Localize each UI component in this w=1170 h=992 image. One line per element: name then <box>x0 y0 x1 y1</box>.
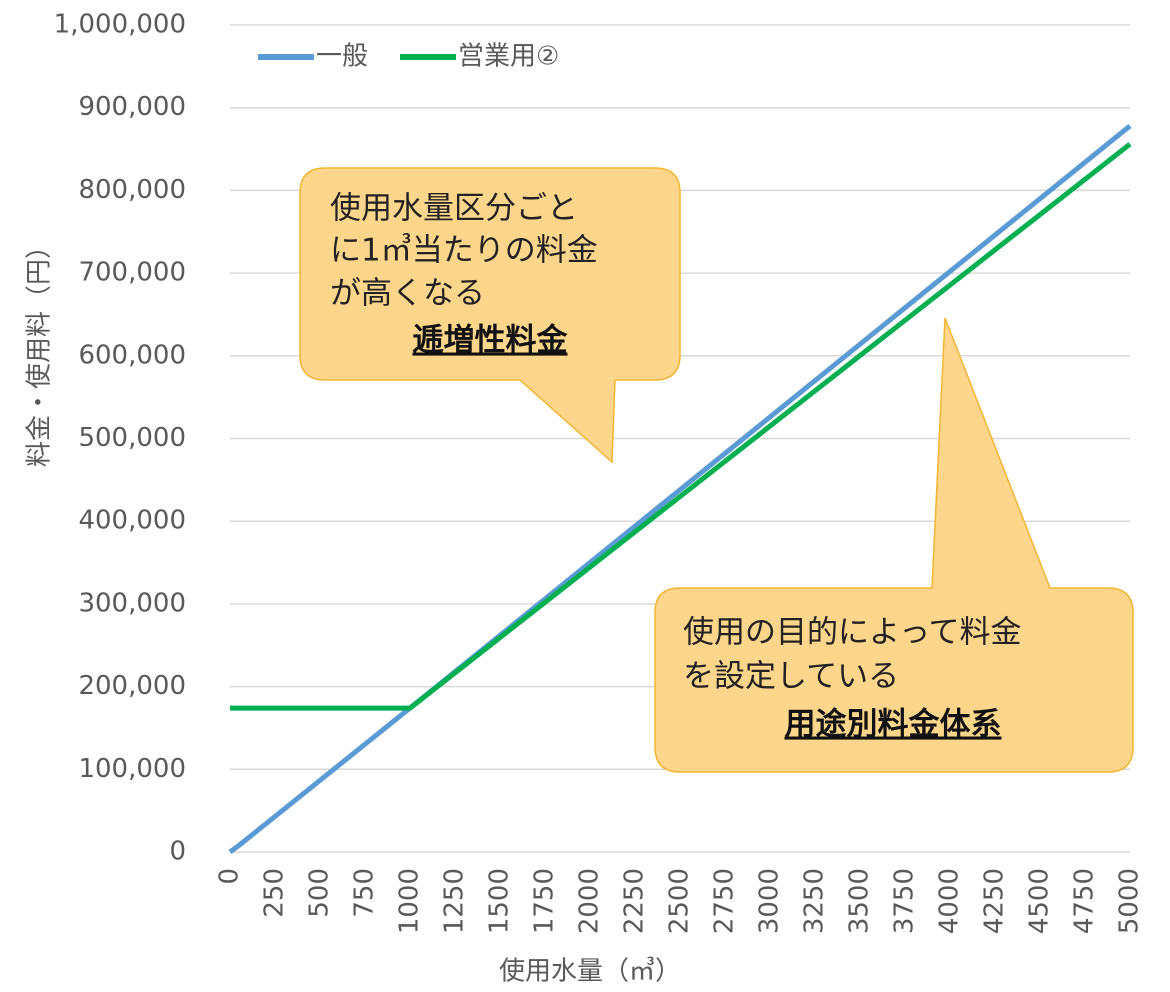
x-tick-label: 3250 <box>800 868 830 934</box>
y-tick-label: 200,000 <box>78 671 186 701</box>
x-axis-title: 使用水量（㎥） <box>499 957 681 987</box>
x-tick-label: 250 <box>260 868 290 918</box>
y-tick-label: 600,000 <box>78 340 186 370</box>
x-tick-label: 2500 <box>665 868 695 934</box>
x-tick-label: 2250 <box>620 868 650 934</box>
callout <box>299 167 681 464</box>
x-tick-label: 2000 <box>575 868 605 934</box>
annotation-emphasis: 用途別料金体系 <box>785 707 1002 743</box>
y-tick-label: 1,000,000 <box>54 10 186 40</box>
legend-label: 営業用② <box>458 42 559 72</box>
annotation-text: 使用水量区分ごと <box>330 191 578 227</box>
x-tick-label: 1500 <box>485 868 515 934</box>
y-tick-label: 100,000 <box>78 754 186 784</box>
x-tick-label: 4000 <box>935 868 965 934</box>
y-tick-label: 400,000 <box>78 506 186 536</box>
x-tick-label: 4750 <box>1070 868 1100 934</box>
annotation-emphasis: 逓増性料金 <box>413 323 569 359</box>
x-tick-label: 2750 <box>710 868 740 934</box>
x-tick-label: 3000 <box>755 868 785 934</box>
y-tick-label: 900,000 <box>78 92 186 122</box>
x-tick-label: 750 <box>350 868 380 918</box>
annotation-text: に1㎥当たりの料金 <box>330 233 598 269</box>
y-tick-label: 0 <box>169 837 186 867</box>
y-tick-label: 700,000 <box>78 258 186 288</box>
x-tick-label: 1000 <box>395 868 425 934</box>
plot <box>228 123 1132 855</box>
y-tick-label: 500,000 <box>78 423 186 453</box>
y-axis-title: 料金・使用料（円） <box>25 233 55 467</box>
x-tick-label: 1750 <box>530 868 560 934</box>
series-line <box>228 123 1132 855</box>
x-tick-label: 3750 <box>890 868 920 934</box>
callout <box>654 317 1134 773</box>
y-tick-label: 300,000 <box>78 588 186 618</box>
x-tick-label: 500 <box>305 868 335 918</box>
x-tick-label: 4250 <box>980 868 1010 934</box>
x-tick-label: 0 <box>215 868 245 885</box>
y-tick-label: 800,000 <box>78 175 186 205</box>
x-tick-label: 3500 <box>845 868 875 934</box>
x-tick-label: 4500 <box>1025 868 1055 934</box>
series-line <box>230 142 1132 711</box>
annotation-text: が高くなる <box>330 276 485 312</box>
annotation-text: を設定している <box>683 659 899 695</box>
x-tick-label: 5000 <box>1115 868 1145 934</box>
legend-label: 一般 <box>316 42 368 72</box>
annotation-text: 使用の目的によって料金 <box>683 615 1022 651</box>
x-tick-label: 1250 <box>440 868 470 934</box>
